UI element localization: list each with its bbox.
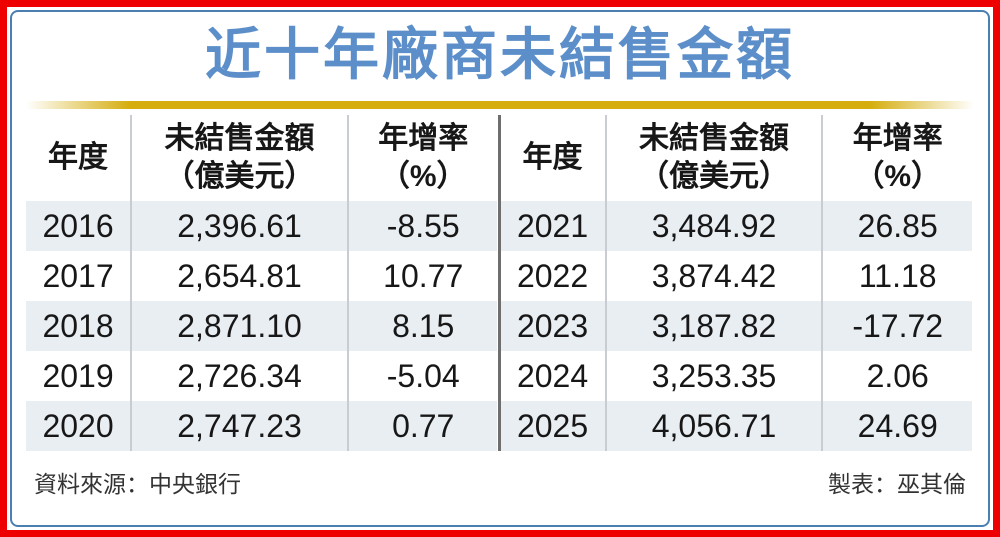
year-cell: 2023 [500, 300, 607, 351]
header-rate-line1: 年增率 [378, 122, 469, 156]
amount-cell: 4,056.71 [606, 400, 824, 451]
year-cell: 2016 [26, 200, 133, 251]
header-rate-line2: （%） [379, 159, 467, 193]
rate-cell: 11.18 [858, 257, 937, 294]
header-rate-right: 年增率 （%） [823, 115, 972, 201]
rate-cell: 8.15 [348, 300, 498, 351]
year-cell: 2019 [26, 350, 133, 401]
rate-cell: 24.69 [823, 400, 972, 451]
header-amount-line2: （億美元） [639, 159, 790, 193]
rate-cell: -17.72 [823, 300, 972, 351]
table-left-half: 年度 未結售金額 （億美元） 年增率 （%） 2016 2,396.61 -8.… [26, 114, 498, 451]
data-table: 年度 未結售金額 （億美元） 年增率 （%） 2016 2,396.61 -8.… [26, 114, 973, 451]
header-amount-line2: （億美元） [164, 159, 315, 193]
content-panel: 近十年廠商未結售金額 年度 未結售金額 （億美元） 年增率 （%） 2016 2… [10, 10, 990, 527]
header-year-left: 年度 [26, 114, 133, 201]
header-amount-line1: 未結售金額 [639, 122, 790, 156]
rate-cell: -5.04 [386, 357, 460, 394]
amount-cell: 3,484.92 [606, 200, 824, 251]
year-cell: 2021 [500, 200, 607, 251]
year-cell: 2017 [26, 250, 133, 301]
amount-cell: 2,396.61 [132, 200, 349, 251]
year-cell: 2025 [500, 400, 607, 451]
header-rate-left: 年增率 （%） [349, 115, 498, 201]
year-cell: 2018 [26, 300, 133, 351]
gold-accent-bar [26, 100, 974, 109]
header-year-right: 年度 [501, 114, 607, 201]
source-note: 資料來源：中央銀行 [34, 470, 241, 497]
footer: 資料來源：中央銀行 製表：巫其倫 [34, 465, 966, 499]
year-cell: 2024 [501, 350, 607, 401]
year-cell: 2020 [26, 400, 133, 451]
header-rate-line1: 年增率 [852, 122, 943, 156]
header-rate-line2: （%） [854, 159, 942, 193]
amount-cell: 2,747.23 [132, 400, 349, 451]
rate-cell: 26.85 [823, 200, 972, 251]
amount-cell: 2,871.10 [132, 300, 349, 351]
header-amount-left: 未結售金額 （億美元） [132, 114, 349, 201]
amount-cell: 2,726.34 [132, 350, 349, 401]
rate-cell: 2.06 [866, 357, 929, 394]
amount-cell: 2,654.81 [132, 250, 349, 301]
rate-cell: 10.77 [383, 257, 464, 294]
page-title: 近十年廠商未結售金額 [205, 23, 795, 86]
header-amount-line1: 未結售金額 [164, 122, 315, 156]
header-amount-right: 未結售金額 （億美元） [607, 114, 824, 201]
credit-note: 製表：巫其倫 [828, 470, 966, 497]
amount-cell: 3,874.42 [607, 250, 824, 301]
rate-cell: -8.55 [348, 200, 498, 251]
year-cell: 2022 [501, 250, 607, 301]
amount-cell: 3,253.35 [607, 350, 824, 401]
amount-cell: 3,187.82 [606, 300, 824, 351]
rate-cell: 0.77 [348, 400, 498, 451]
table-right-half: 年度 未結售金額 （億美元） 年增率 （%） 2021 3,484.92 26.… [497, 114, 973, 451]
